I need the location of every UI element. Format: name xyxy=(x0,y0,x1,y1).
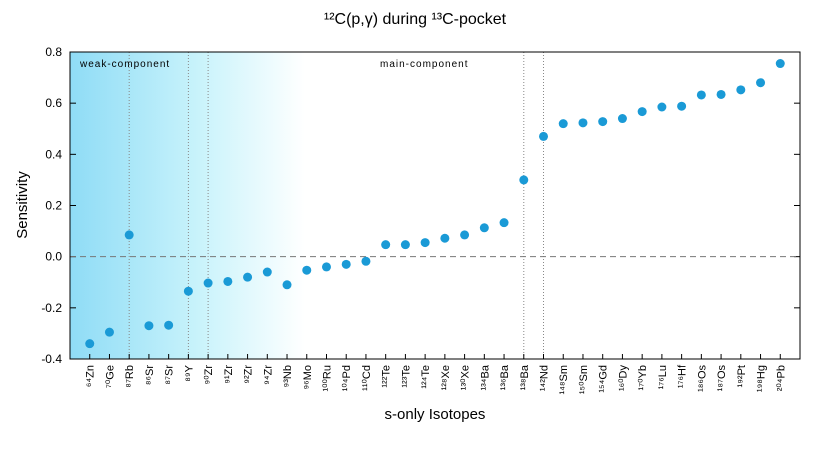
x-tick-label: ¹¹⁰Cd xyxy=(361,365,373,391)
annotation: weak-component xyxy=(79,59,170,70)
x-axis-label: s-only Isotopes xyxy=(385,406,486,423)
point xyxy=(775,59,785,69)
x-tick-label: ¹⁷⁰Yb xyxy=(637,365,649,391)
x-tick-label: ⁸⁹Y xyxy=(183,364,195,381)
x-tick-label: ⁸⁷Rb xyxy=(124,365,136,388)
point xyxy=(578,118,588,128)
x-tick-label: ⁹¹Zr xyxy=(223,365,235,384)
y-tick-label: 0.0 xyxy=(45,250,62,264)
x-tick-label: ⁸⁷Sr xyxy=(164,365,176,385)
point xyxy=(262,267,272,277)
point xyxy=(124,230,134,240)
x-tick-label: ¹⁵⁰Sm xyxy=(578,365,590,394)
point xyxy=(637,107,647,117)
annotation: main-component xyxy=(380,59,468,70)
x-tick-label: ¹²⁴Te xyxy=(420,365,432,389)
point xyxy=(361,256,371,266)
point xyxy=(657,102,667,112)
y-tick-label: 0.8 xyxy=(45,45,62,59)
point xyxy=(282,280,292,290)
y-tick-label: 0.6 xyxy=(45,96,62,110)
x-tick-label: ⁹²Zr xyxy=(243,365,255,384)
point xyxy=(539,131,549,141)
point xyxy=(144,321,154,331)
x-tick-label: ¹⁰⁴Pd xyxy=(341,365,353,391)
x-tick-label: ⁷⁰Ge xyxy=(104,365,116,388)
x-tick-label: ⁹⁰Zr xyxy=(203,365,215,385)
x-tick-label: ¹⁵⁴Gd xyxy=(598,365,610,393)
x-tick-label: ⁸⁶Sr xyxy=(144,365,156,386)
x-tick-label: ¹⁶⁰Dy xyxy=(617,365,629,392)
x-tick-label: ¹⁰⁰Ru xyxy=(321,365,333,392)
point xyxy=(716,89,726,99)
x-tick-label: ¹²³Te xyxy=(400,365,412,388)
x-tick-label: ²⁰⁴Pb xyxy=(775,365,787,391)
y-tick-label: -0.2 xyxy=(41,301,62,315)
point xyxy=(736,85,746,95)
y-tick-label: -0.4 xyxy=(41,352,62,366)
point xyxy=(558,119,568,129)
x-tick-label: ¹³⁶Ba xyxy=(499,364,511,390)
plot-frame xyxy=(69,51,801,360)
point xyxy=(203,278,213,288)
point xyxy=(243,272,253,282)
x-tick-label: ⁶⁴Zn xyxy=(85,365,97,387)
point xyxy=(400,240,410,250)
x-tick-label: ¹⁷⁶Hf xyxy=(677,364,689,388)
point xyxy=(341,259,351,269)
x-tick-label: ¹⁴⁸Sm xyxy=(558,365,570,395)
x-tick-label: ¹⁷⁶Lu xyxy=(657,365,669,389)
y-tick-label: 0.2 xyxy=(45,199,62,213)
point xyxy=(499,218,509,228)
point xyxy=(223,276,233,286)
x-tick-label: ¹⁴²Nd xyxy=(539,365,551,391)
x-tick-label: ⁹³Nb xyxy=(282,365,294,387)
point xyxy=(696,90,706,100)
x-tick-label: ¹²⁸Xe xyxy=(440,365,452,390)
point xyxy=(677,101,687,111)
x-tick-label: ¹⁹⁸Hg xyxy=(756,365,768,392)
point xyxy=(598,117,608,127)
y-tick-label: 0.4 xyxy=(45,147,62,161)
point xyxy=(164,320,174,330)
point xyxy=(479,223,489,233)
point xyxy=(617,114,627,124)
point xyxy=(321,262,331,272)
point xyxy=(302,265,312,275)
chart-title: ¹²C(p,γ) during ¹³C-pocket xyxy=(324,11,507,28)
x-tick-label: ⁹⁴Zr xyxy=(262,365,274,385)
point xyxy=(420,238,430,248)
x-tick-label: ¹⁸⁷Os xyxy=(716,365,728,392)
point xyxy=(183,286,193,296)
x-tick-label: ¹⁸⁶Os xyxy=(696,365,708,392)
x-tick-label: ¹⁹²Pt xyxy=(736,365,748,387)
x-tick-label: ⁹⁶Mo xyxy=(302,365,314,390)
point xyxy=(104,327,114,337)
x-tick-label: ¹²²Te xyxy=(381,365,393,388)
weak-region xyxy=(70,52,305,359)
point xyxy=(756,78,766,88)
point xyxy=(381,240,391,250)
point xyxy=(85,339,95,349)
x-tick-label: ¹³⁰Xe xyxy=(460,365,472,390)
y-axis-label: Sensitivity xyxy=(14,171,31,239)
x-tick-label: ¹³⁴Ba xyxy=(479,364,491,390)
point xyxy=(519,175,529,185)
x-tick-label: ¹³⁸Ba xyxy=(519,364,531,390)
point xyxy=(440,233,450,243)
point xyxy=(460,230,470,240)
